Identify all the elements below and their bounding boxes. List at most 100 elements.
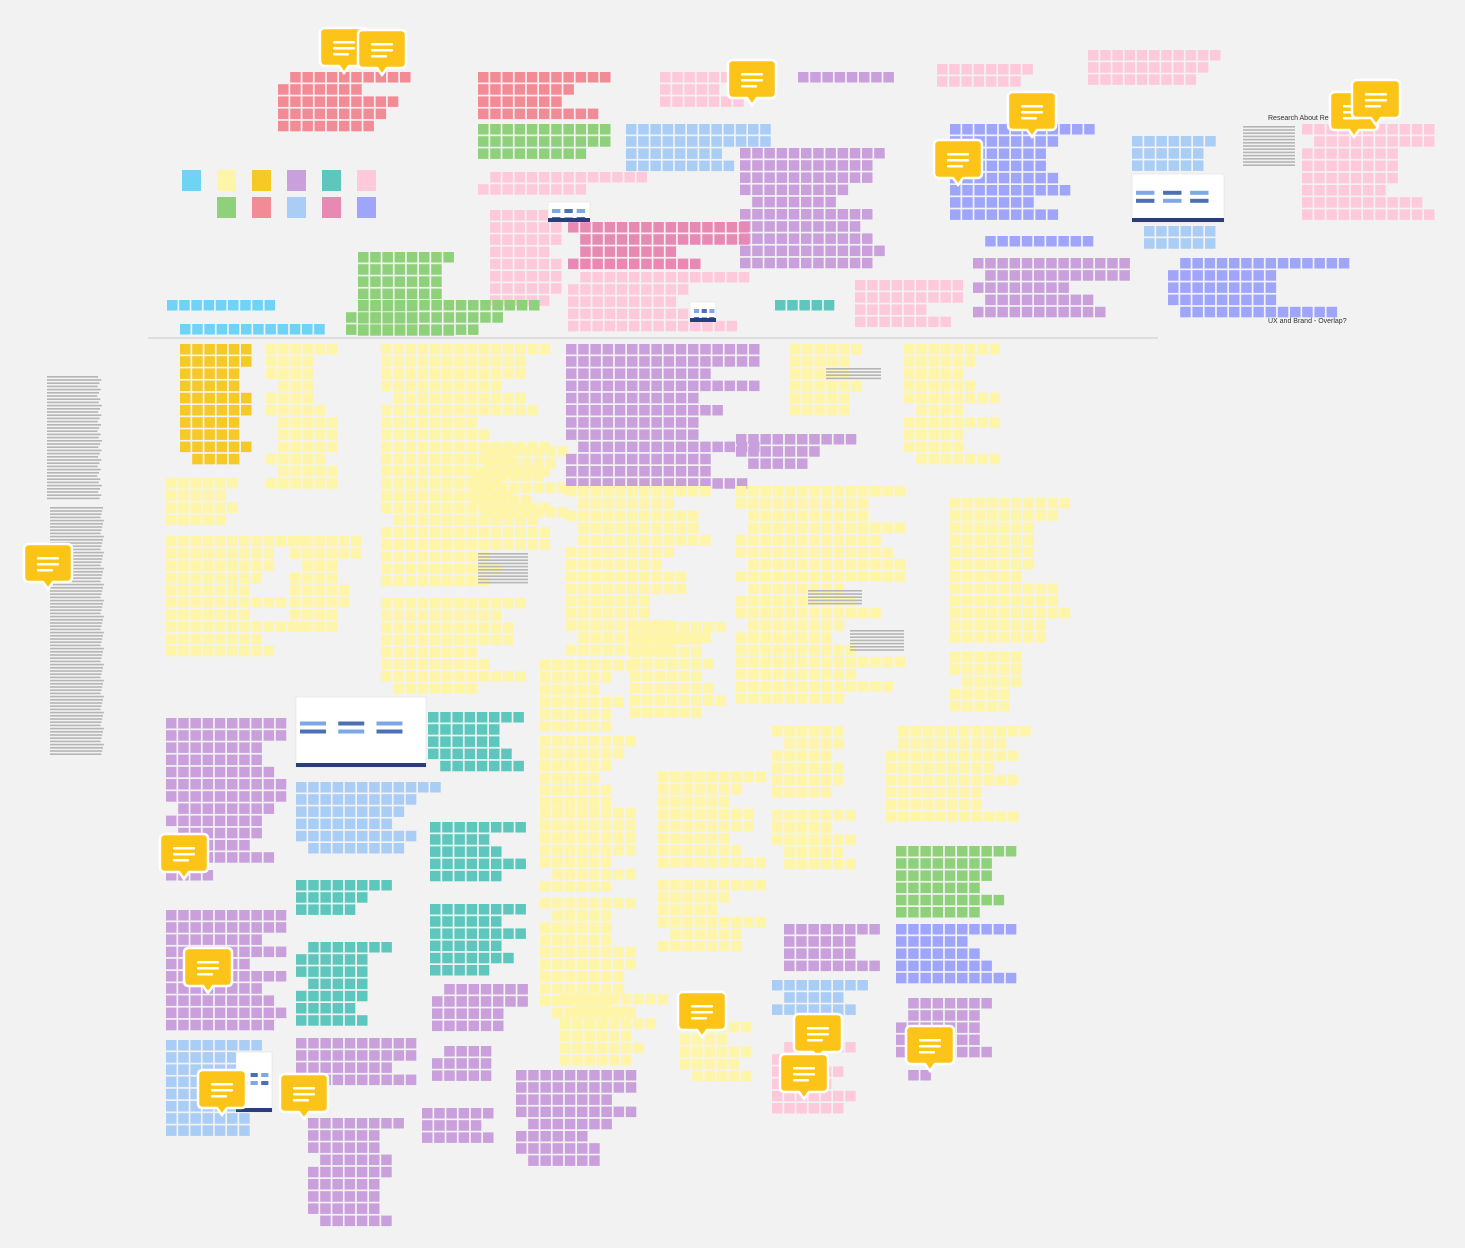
sticky-note — [452, 748, 463, 760]
sticky-note — [706, 892, 718, 903]
sticky-note — [527, 405, 538, 416]
sticky-note — [796, 936, 807, 947]
sticky-note — [680, 1058, 691, 1070]
comment-bubble[interactable] — [1006, 90, 1058, 140]
sticky-note — [641, 308, 652, 320]
sticky-note — [688, 417, 699, 428]
sticky-note — [490, 356, 502, 367]
sticky-note — [214, 490, 226, 501]
sticky-note — [490, 258, 501, 270]
sticky-note — [566, 405, 577, 416]
sticky-note — [908, 882, 919, 894]
comment-bubble[interactable] — [1350, 78, 1402, 128]
sticky-note — [320, 1038, 331, 1049]
color-swatch — [217, 197, 236, 218]
sticky-note — [592, 320, 603, 332]
sticky-note — [382, 312, 394, 323]
comment-bubble[interactable] — [676, 990, 728, 1040]
sticky-note — [971, 726, 982, 737]
sticky-note — [986, 583, 998, 594]
sticky-note — [845, 547, 857, 558]
sticky-note — [563, 72, 574, 83]
sticky-note — [405, 1074, 417, 1086]
sticky-note — [540, 959, 551, 970]
sticky-note — [344, 1191, 356, 1202]
sticky-note — [491, 928, 502, 939]
sticky-note — [227, 827, 238, 839]
sticky-note — [590, 478, 601, 489]
sticky-note — [965, 392, 976, 404]
sticky-note — [772, 571, 784, 582]
sticky-note — [266, 405, 277, 416]
sticky-note — [166, 754, 177, 766]
sticky-note — [275, 971, 287, 982]
sticky-note — [833, 498, 845, 509]
sticky-note — [320, 942, 331, 953]
text-line — [50, 708, 101, 711]
sticky-note — [920, 882, 931, 894]
sticky-note — [489, 760, 500, 772]
sticky-note — [837, 172, 849, 183]
sticky-note — [227, 983, 238, 994]
comment-bubble[interactable] — [932, 138, 984, 188]
sticky-note — [809, 559, 820, 570]
sticky-note — [166, 536, 177, 547]
sticky-note — [977, 392, 988, 404]
sticky-note — [577, 1118, 588, 1130]
comment-bubble[interactable] — [778, 1052, 830, 1102]
sticky-note — [916, 453, 927, 465]
sticky-note — [552, 898, 563, 909]
sticky-note — [886, 750, 897, 761]
comment-bubble[interactable] — [196, 1068, 248, 1118]
sticky-note — [639, 498, 650, 509]
card-block — [701, 309, 707, 313]
sticky-note — [375, 108, 387, 120]
sticky-note — [894, 486, 906, 497]
sticky-note — [381, 1038, 392, 1049]
comment-bubble[interactable] — [904, 1024, 956, 1074]
sticky-note — [749, 344, 760, 355]
sticky-note — [833, 681, 845, 692]
text-line — [50, 606, 103, 608]
sticky-note — [452, 760, 463, 772]
sticky-note — [382, 324, 394, 335]
sticky-note — [772, 1054, 783, 1065]
sticky-note — [429, 466, 441, 477]
comment-bubble[interactable] — [356, 28, 408, 78]
comment-bubble[interactable] — [182, 946, 234, 996]
sticky-note — [1314, 124, 1325, 135]
sticky-note — [784, 458, 796, 469]
sticky-note — [790, 356, 801, 367]
sticky-note — [190, 766, 201, 778]
sticky-note — [1168, 160, 1180, 171]
comment-bubble[interactable] — [726, 58, 778, 108]
sticky-note — [326, 621, 338, 632]
sticky-note — [879, 316, 890, 328]
sticky-note — [736, 498, 747, 509]
comment-bubble[interactable] — [278, 1072, 330, 1122]
sticky-note — [809, 620, 820, 631]
sticky-note — [166, 490, 177, 501]
text-line — [47, 488, 100, 490]
sticky-note — [484, 470, 495, 481]
sticky-note — [263, 791, 275, 802]
sticky-note — [879, 304, 890, 315]
comment-bubble[interactable] — [792, 1012, 844, 1062]
text-line — [47, 449, 102, 452]
comment-bubble[interactable] — [22, 542, 74, 592]
sticky-note — [849, 233, 861, 244]
sticky-note — [576, 721, 588, 732]
sticky-note — [1112, 74, 1123, 85]
sticky-note — [369, 1166, 380, 1178]
sticky-note — [214, 560, 226, 571]
sticky-note — [332, 806, 344, 817]
comment-bubble[interactable] — [158, 832, 210, 882]
sticky-note — [832, 924, 844, 935]
sticky-note — [216, 417, 228, 428]
sticky-note — [393, 380, 404, 392]
sticky-note — [263, 995, 275, 1006]
sticky-note — [776, 172, 788, 183]
sticky-note — [601, 708, 612, 720]
sticky-note — [845, 669, 857, 680]
sticky-note — [394, 264, 406, 275]
